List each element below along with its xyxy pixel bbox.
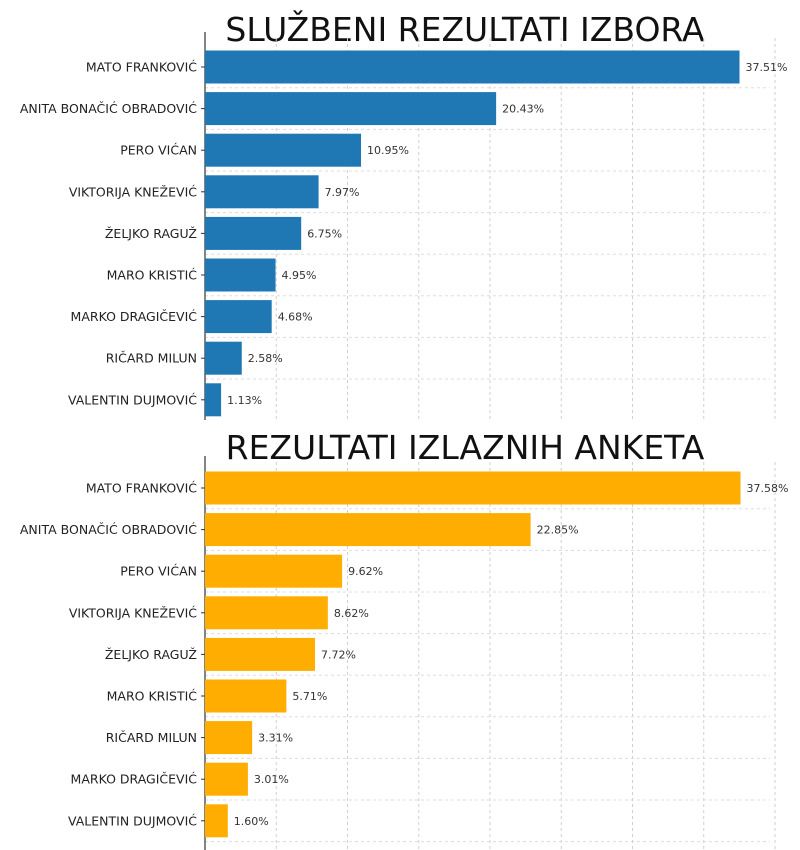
value-label: 10.95% <box>367 144 409 157</box>
bar <box>205 471 741 505</box>
category-label: ŽELJKO RAGUŽ <box>105 647 197 662</box>
value-label: 3.31% <box>258 732 293 745</box>
chart-title: REZULTATI IZLAZNIH ANKETA <box>225 428 705 467</box>
bar <box>205 596 328 630</box>
value-label: 3.01% <box>254 773 289 786</box>
category-label: MATO FRANKOVIĆ <box>86 60 197 75</box>
category-label: RIČARD MILUN <box>106 351 197 366</box>
category-label: VALENTIN DUJMOVIĆ <box>68 392 197 407</box>
bar <box>205 383 222 417</box>
official-results-chart: MATO FRANKOVIĆ 37.51% ANITA BONAČIĆ OBRADO… <box>20 32 788 420</box>
bar <box>205 554 343 588</box>
value-label: 6.75% <box>307 227 342 240</box>
bar <box>205 721 253 755</box>
category-label: MARO KRISTIĆ <box>107 689 198 704</box>
bar <box>205 175 319 209</box>
bar <box>205 133 362 167</box>
category-label: VIKTORIJA KNEŽEVIĆ <box>69 184 197 199</box>
official-results-panel: SLUŽBENI REZULTATI IZBORA MATO FRANKOVIĆ… <box>0 0 800 420</box>
bar <box>205 50 740 84</box>
bar <box>205 637 316 671</box>
category-label: ŽELJKO RAGUŽ <box>105 226 197 241</box>
value-label: 9.62% <box>348 565 383 578</box>
bar <box>205 300 272 334</box>
bar <box>205 92 497 126</box>
category-label: PERO VIĆAN <box>120 143 197 158</box>
category-label: MATO FRANKOVIĆ <box>86 481 197 496</box>
value-label: 22.85% <box>537 524 579 537</box>
category-label: RIČARD MILUN <box>106 730 197 745</box>
category-label: ANITA BONAČIĆ OBRADOVIĆ <box>20 101 197 116</box>
exit-poll-chart: MATO FRANKOVIĆ 37.58% ANITA BONAČIĆ OBRADO… <box>20 456 789 850</box>
chart-title: SLUŽBENI REZULTATI IZBORA <box>225 10 705 49</box>
category-label: MARO KRISTIĆ <box>107 268 198 283</box>
value-label: 8.62% <box>334 607 369 620</box>
category-label: ANITA BONAČIĆ OBRADOVIĆ <box>20 522 197 537</box>
value-label: 4.95% <box>282 269 317 282</box>
value-label: 7.72% <box>321 648 356 661</box>
category-label: VALENTIN DUJMOVIĆ <box>68 813 197 828</box>
value-label: 1.60% <box>234 815 269 828</box>
value-label: 2.58% <box>248 352 283 365</box>
category-label: MARKO DRAGIČEVIĆ <box>71 309 198 324</box>
bar <box>205 762 248 796</box>
value-label: 37.51% <box>746 61 788 74</box>
value-label: 37.58% <box>747 482 789 495</box>
value-label: 4.68% <box>278 311 313 324</box>
category-label: VIKTORIJA KNEŽEVIĆ <box>69 605 197 620</box>
value-label: 5.71% <box>292 690 327 703</box>
value-label: 1.13% <box>227 394 262 407</box>
value-label: 7.97% <box>325 186 360 199</box>
bar <box>205 513 531 547</box>
value-label: 20.43% <box>502 103 544 116</box>
bar <box>205 216 302 250</box>
category-label: PERO VIĆAN <box>120 564 197 579</box>
bar <box>205 258 276 292</box>
exit-poll-panel: REZULTATI IZLAZNIH ANKETA MATO FRANKOVIĆ… <box>0 422 800 850</box>
bar <box>205 341 242 375</box>
category-label: MARKO DRAGIČEVIĆ <box>71 772 198 787</box>
bar <box>205 804 228 838</box>
bar <box>205 679 287 713</box>
